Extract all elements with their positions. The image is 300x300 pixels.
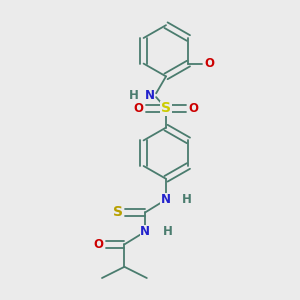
Text: H: H xyxy=(182,193,192,206)
Text: N: N xyxy=(161,193,171,206)
Text: S: S xyxy=(113,206,123,219)
Text: H: H xyxy=(163,225,173,238)
Text: H: H xyxy=(129,89,139,102)
Text: S: S xyxy=(161,101,171,116)
Text: O: O xyxy=(204,57,214,70)
Text: N: N xyxy=(145,89,155,102)
Text: O: O xyxy=(188,102,198,115)
Text: N: N xyxy=(140,225,150,238)
Text: O: O xyxy=(94,238,103,251)
Text: O: O xyxy=(134,102,144,115)
